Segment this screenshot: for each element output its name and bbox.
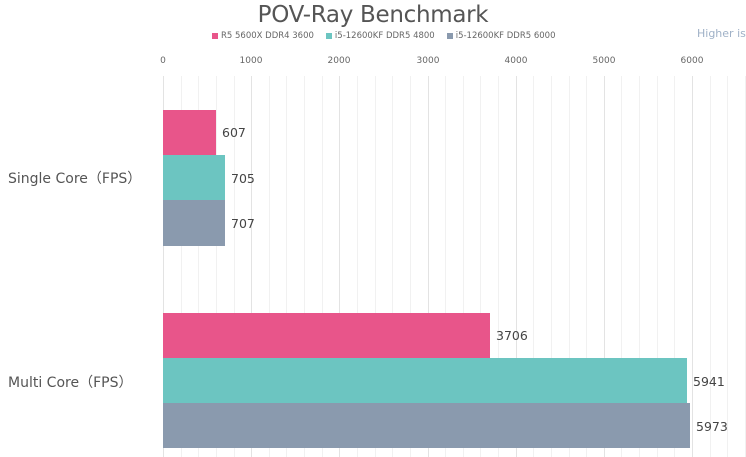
bar-single-i5-ddr5-6000 <box>163 200 225 246</box>
gridline <box>445 76 446 457</box>
bar-single-r5-5600x <box>163 110 216 155</box>
x-tick-label: 5000 <box>592 56 616 66</box>
gridline <box>480 76 481 457</box>
gridline <box>357 76 358 457</box>
gridline <box>621 76 622 457</box>
gridline <box>727 76 728 457</box>
legend-swatch <box>446 33 453 39</box>
gridline <box>269 76 270 457</box>
gridline <box>569 76 570 457</box>
legend-label: i5-12600KF DDR5 6000 <box>455 31 556 41</box>
category-label-multi-core: Multi Core（FPS） <box>8 375 133 391</box>
gridline <box>322 76 323 457</box>
gridline <box>586 76 587 457</box>
legend-item-r5-5600x: R5 5600X DDR4 3600 <box>212 31 314 41</box>
x-tick-label: 0 <box>160 56 166 66</box>
gridline <box>375 76 376 457</box>
gridline <box>657 76 658 457</box>
gridline <box>710 76 711 457</box>
legend-item-i5-ddr5-4800: i5-12600KF DDR5 4800 <box>325 31 435 41</box>
chart-title: POV-Ray Benchmark <box>257 2 489 28</box>
gridline <box>286 76 287 457</box>
bar-value: 3706 <box>496 328 528 343</box>
gridline <box>639 76 640 457</box>
gridline <box>198 76 199 457</box>
bar-value: 707 <box>231 216 255 231</box>
gridline <box>674 76 675 457</box>
gridline <box>163 76 164 457</box>
gridline <box>234 76 235 457</box>
category-label-single-core: Single Core（FPS） <box>8 171 142 187</box>
gridline <box>428 76 429 457</box>
bar-multi-i5-ddr5-6000 <box>163 403 690 448</box>
bar-value: 5941 <box>693 374 725 389</box>
gridline <box>533 76 534 457</box>
legend: R5 5600X DDR4 3600 i5-12600KF DDR5 4800 … <box>212 31 555 41</box>
gridline <box>692 76 693 457</box>
bar-multi-i5-ddr5-4800 <box>163 358 687 403</box>
gridline <box>604 76 605 457</box>
legend-swatch <box>212 33 218 39</box>
gridline <box>551 76 552 457</box>
x-tick-label: 6000 <box>680 56 704 66</box>
legend-swatch <box>325 33 332 39</box>
gridline <box>463 76 464 457</box>
gridline <box>339 76 340 457</box>
bar-value: 705 <box>231 171 255 186</box>
gridline <box>392 76 393 457</box>
gridline <box>410 76 411 457</box>
gridline <box>216 76 217 457</box>
higher-is-better-note: Higher is <box>697 27 746 40</box>
gridline <box>516 76 517 457</box>
legend-label: R5 5600X DDR4 3600 <box>221 31 314 41</box>
bar-value: 5973 <box>696 419 728 434</box>
gridline <box>304 76 305 457</box>
x-tick-label: 4000 <box>504 56 528 66</box>
x-tick-label: 2000 <box>327 56 351 66</box>
bar-single-i5-ddr5-4800 <box>163 155 225 200</box>
bar-value: 607 <box>222 125 246 140</box>
gridline <box>251 76 252 457</box>
legend-item-i5-ddr5-6000: i5-12600KF DDR5 6000 <box>446 31 556 41</box>
gridline <box>498 76 499 457</box>
gridline <box>181 76 182 457</box>
x-tick-label: 1000 <box>239 56 263 66</box>
bar-multi-r5-5600x <box>163 313 490 358</box>
x-tick-label: 3000 <box>416 56 440 66</box>
legend-label: i5-12600KF DDR5 4800 <box>334 31 435 41</box>
